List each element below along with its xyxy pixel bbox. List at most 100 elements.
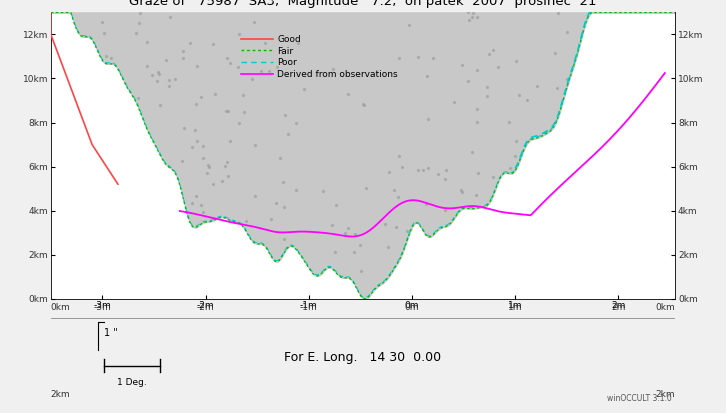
Point: [234, 120, 245, 126]
Point: [203, 161, 214, 168]
Point: [209, 90, 221, 97]
Text: -2m: -2m: [197, 304, 214, 313]
Point: [96, 19, 107, 25]
Point: [510, 58, 522, 64]
Point: [348, 248, 360, 255]
Point: [551, 84, 563, 91]
Point: [393, 55, 404, 62]
Title: Graze of   75987  SA3,  Magnitude   7.2,  on pátek  2007  prosinec  21: Graze of 75987 SA3, Magnitude 7.2, on pá…: [129, 0, 597, 8]
Point: [462, 78, 474, 84]
Point: [462, 9, 474, 16]
Point: [357, 100, 369, 107]
Point: [298, 85, 309, 92]
Point: [224, 138, 235, 145]
Point: [422, 73, 433, 80]
Point: [141, 39, 152, 45]
Point: [317, 188, 329, 194]
Point: [471, 119, 483, 126]
Point: [448, 99, 460, 105]
Point: [186, 144, 197, 151]
Point: [388, 187, 400, 194]
Point: [277, 179, 288, 185]
Point: [327, 222, 338, 228]
Point: [207, 41, 219, 47]
Point: [486, 47, 498, 54]
Point: [191, 62, 203, 69]
Point: [343, 91, 354, 97]
Point: [391, 224, 402, 231]
Point: [428, 54, 439, 61]
Point: [383, 169, 395, 176]
Point: [223, 108, 234, 115]
Point: [208, 181, 219, 188]
Text: 0km: 0km: [51, 304, 70, 313]
Point: [164, 14, 176, 21]
Point: [271, 64, 282, 71]
Point: [177, 55, 189, 61]
Point: [417, 166, 429, 173]
Point: [513, 92, 525, 98]
Point: [160, 57, 172, 64]
Point: [339, 229, 351, 236]
Point: [219, 163, 230, 169]
Point: [191, 192, 203, 199]
Point: [510, 152, 521, 159]
Text: winOCCULT 3.1.0: winOCCULT 3.1.0: [608, 394, 672, 403]
Point: [237, 109, 249, 116]
Point: [153, 71, 165, 77]
Point: [439, 206, 451, 213]
Point: [292, 40, 303, 47]
Point: [503, 119, 515, 126]
Point: [456, 187, 468, 193]
Point: [280, 112, 291, 118]
Point: [560, 28, 572, 35]
Point: [146, 72, 158, 78]
Point: [221, 159, 233, 165]
Point: [481, 83, 493, 90]
Point: [471, 14, 483, 21]
Point: [105, 55, 117, 61]
Point: [195, 202, 207, 208]
Point: [142, 63, 153, 70]
Point: [330, 202, 341, 209]
Point: [327, 66, 338, 73]
Point: [360, 185, 372, 191]
Point: [178, 125, 189, 131]
Point: [359, 102, 370, 109]
Point: [380, 221, 391, 227]
Point: [191, 138, 203, 144]
Text: -1m: -1m: [300, 304, 318, 313]
Point: [282, 131, 294, 138]
Point: [221, 107, 232, 114]
Point: [473, 170, 484, 176]
Point: [393, 194, 404, 200]
Point: [471, 66, 483, 73]
Point: [487, 173, 499, 180]
Point: [483, 51, 494, 58]
Point: [290, 187, 302, 193]
Point: [468, 9, 479, 16]
Point: [549, 49, 560, 56]
Point: [552, 9, 563, 16]
Point: [432, 170, 444, 177]
Point: [249, 142, 261, 149]
Point: [197, 209, 209, 215]
Point: [481, 93, 493, 99]
Point: [154, 102, 166, 109]
Legend: Good, Fair, Poor, Derived from observations: Good, Fair, Poor, Derived from observati…: [237, 31, 401, 83]
Point: [189, 126, 201, 133]
Point: [393, 152, 404, 159]
Point: [463, 17, 475, 23]
Point: [349, 231, 361, 237]
Point: [439, 176, 451, 182]
Point: [412, 167, 423, 174]
Point: [221, 54, 233, 61]
Point: [247, 76, 258, 83]
Text: 1m: 1m: [508, 304, 523, 313]
Point: [404, 21, 415, 28]
Point: [163, 76, 175, 83]
Point: [134, 10, 146, 17]
Point: [423, 164, 434, 171]
Point: [356, 267, 367, 274]
Point: [290, 120, 302, 126]
